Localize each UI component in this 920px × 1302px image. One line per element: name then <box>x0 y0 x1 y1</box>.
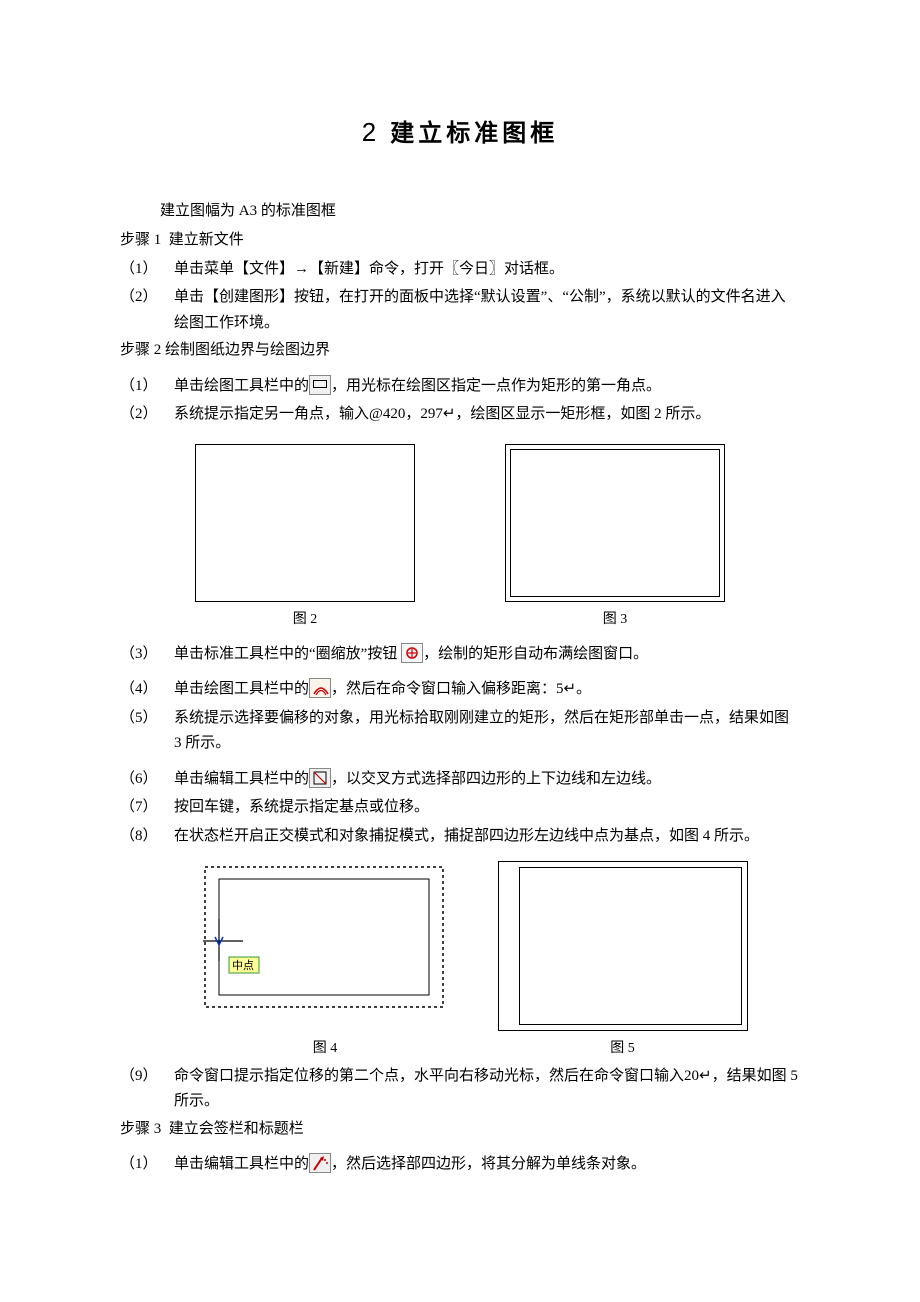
rectangle-tool-icon <box>309 375 331 395</box>
item-number: （1） <box>120 374 174 400</box>
figure-3: 图 3 <box>505 444 725 632</box>
figure-5-rect <box>498 861 748 1031</box>
step-heading: 步骤 3 建立会签栏和标题栏 <box>120 1117 800 1143</box>
step-label: 步骤 3 <box>120 1121 169 1137</box>
list-item: （2） 单击【创建图形】按钮，在打开的面板中选择“默认设置”、“公制”，系统以默… <box>120 285 800 336</box>
figure-caption: 图 3 <box>505 608 725 632</box>
subtitle: 建立图幅为 A3 的标准图框 <box>160 199 800 225</box>
figure-5: 图 5 <box>498 861 748 1061</box>
list-item: （6） 单击编辑工具栏中的 ，以交叉方式选择部四边形的上下边线和左边线。 <box>120 767 800 793</box>
item-number: （8） <box>120 824 174 850</box>
step-text: 建立新文件 <box>169 232 244 248</box>
item-text: 单击菜单【文件】→【新建】命令，打开〖今日〗对话框。 <box>174 257 800 283</box>
item-number: （4） <box>120 677 174 703</box>
step-heading: 步骤 2 绘制图纸边界与绘图边界 <box>120 338 800 364</box>
midpoint-label: 中点 <box>232 959 254 972</box>
item-number: （5） <box>120 706 174 757</box>
item-text: 在状态栏开启正交模式和对象捕捉模式，捕捉部四边形左边线中点为基点，如图 4 所示… <box>174 824 800 850</box>
figure-caption: 图 5 <box>498 1037 748 1061</box>
figure-row: 图 2 图 3 <box>120 444 800 632</box>
offset-tool-icon <box>309 678 331 698</box>
item-number: （7） <box>120 795 174 821</box>
item-text: 命令窗口提示指定位移的第二个点，水平向右移动光标，然后在命令窗口输入20↵，结果… <box>174 1064 800 1115</box>
list-item: （3） 单击标准工具栏中的“圈缩放”按钮 ，绘制的矩形自动布满绘图窗口。 <box>120 642 800 668</box>
list-item: （4） 单击绘图工具栏中的 ，然后在命令窗口输入偏移距离：5↵。 <box>120 677 800 703</box>
figure-2-rect <box>195 444 415 602</box>
list-item: （5） 系统提示选择要偏移的对象，用光标拾取刚刚建立的矩形，然后在矩形部单击一点… <box>120 706 800 757</box>
item-number: （1） <box>120 257 174 283</box>
figure-3-rect <box>505 444 725 602</box>
figure-4-canvas: 中点 <box>203 861 448 1031</box>
chapter-number: 2 <box>362 117 376 147</box>
item-text: 系统提示选择要偏移的对象，用光标拾取刚刚建立的矩形，然后在矩形部单击一点，结果如… <box>174 706 800 757</box>
list-item: （1） 单击绘图工具栏中的，用光标在绘图区指定一点作为矩形的第一角点。 <box>120 374 800 400</box>
step-label: 步骤 1 <box>120 232 169 248</box>
step-heading: 步骤 1 建立新文件 <box>120 228 800 254</box>
figure-caption: 图 4 <box>203 1037 448 1061</box>
step-label: 步骤 2 <box>120 342 165 358</box>
item-text: 系统提示指定另一角点，输入@420，297↵，绘图区显示一矩形框，如图 2 所示… <box>174 402 800 428</box>
item-text: 单击【创建图形】按钮，在打开的面板中选择“默认设置”、“公制”，系统以默认的文件… <box>174 285 800 336</box>
list-item: （1） 单击菜单【文件】→【新建】命令，打开〖今日〗对话框。 <box>120 257 800 283</box>
step-text: 绘制图纸边界与绘图边界 <box>165 342 330 358</box>
item-number: （9） <box>120 1064 174 1115</box>
item-text: 单击标准工具栏中的“圈缩放”按钮 ，绘制的矩形自动布满绘图窗口。 <box>174 642 800 668</box>
item-text: 单击绘图工具栏中的，用光标在绘图区指定一点作为矩形的第一角点。 <box>174 374 800 400</box>
step-text: 建立会签栏和标题栏 <box>169 1121 304 1137</box>
item-number: （3） <box>120 642 174 668</box>
figure-caption: 图 2 <box>195 608 415 632</box>
item-number: （6） <box>120 767 174 793</box>
item-number: （2） <box>120 285 174 336</box>
list-item: （9） 命令窗口提示指定位移的第二个点，水平向右移动光标，然后在命令窗口输入20… <box>120 1064 800 1115</box>
page-title: 2 建立标准图框 <box>120 110 800 155</box>
explode-tool-icon <box>309 1153 331 1173</box>
figure-2: 图 2 <box>195 444 415 632</box>
list-item: （7） 按回车键，系统提示指定基点或位移。 <box>120 795 800 821</box>
figure-row: 中点 图 4 图 5 <box>150 861 800 1061</box>
item-text: 单击编辑工具栏中的 ，然后选择部四边形，将其分解为单线条对象。 <box>174 1152 800 1178</box>
list-item: （2） 系统提示指定另一角点，输入@420，297↵，绘图区显示一矩形框，如图 … <box>120 402 800 428</box>
figure-4: 中点 图 4 <box>203 861 448 1061</box>
chapter-title: 建立标准图框 <box>390 121 558 147</box>
item-number: （2） <box>120 402 174 428</box>
item-text: 按回车键，系统提示指定基点或位移。 <box>174 795 800 821</box>
select-tool-icon <box>309 768 331 788</box>
item-text: 单击绘图工具栏中的 ，然后在命令窗口输入偏移距离：5↵。 <box>174 677 800 703</box>
item-text: 单击编辑工具栏中的 ，以交叉方式选择部四边形的上下边线和左边线。 <box>174 767 800 793</box>
zoom-window-icon <box>401 643 423 663</box>
list-item: （8） 在状态栏开启正交模式和对象捕捉模式，捕捉部四边形左边线中点为基点，如图 … <box>120 824 800 850</box>
list-item: （1） 单击编辑工具栏中的 ，然后选择部四边形，将其分解为单线条对象。 <box>120 1152 800 1178</box>
item-number: （1） <box>120 1152 174 1178</box>
